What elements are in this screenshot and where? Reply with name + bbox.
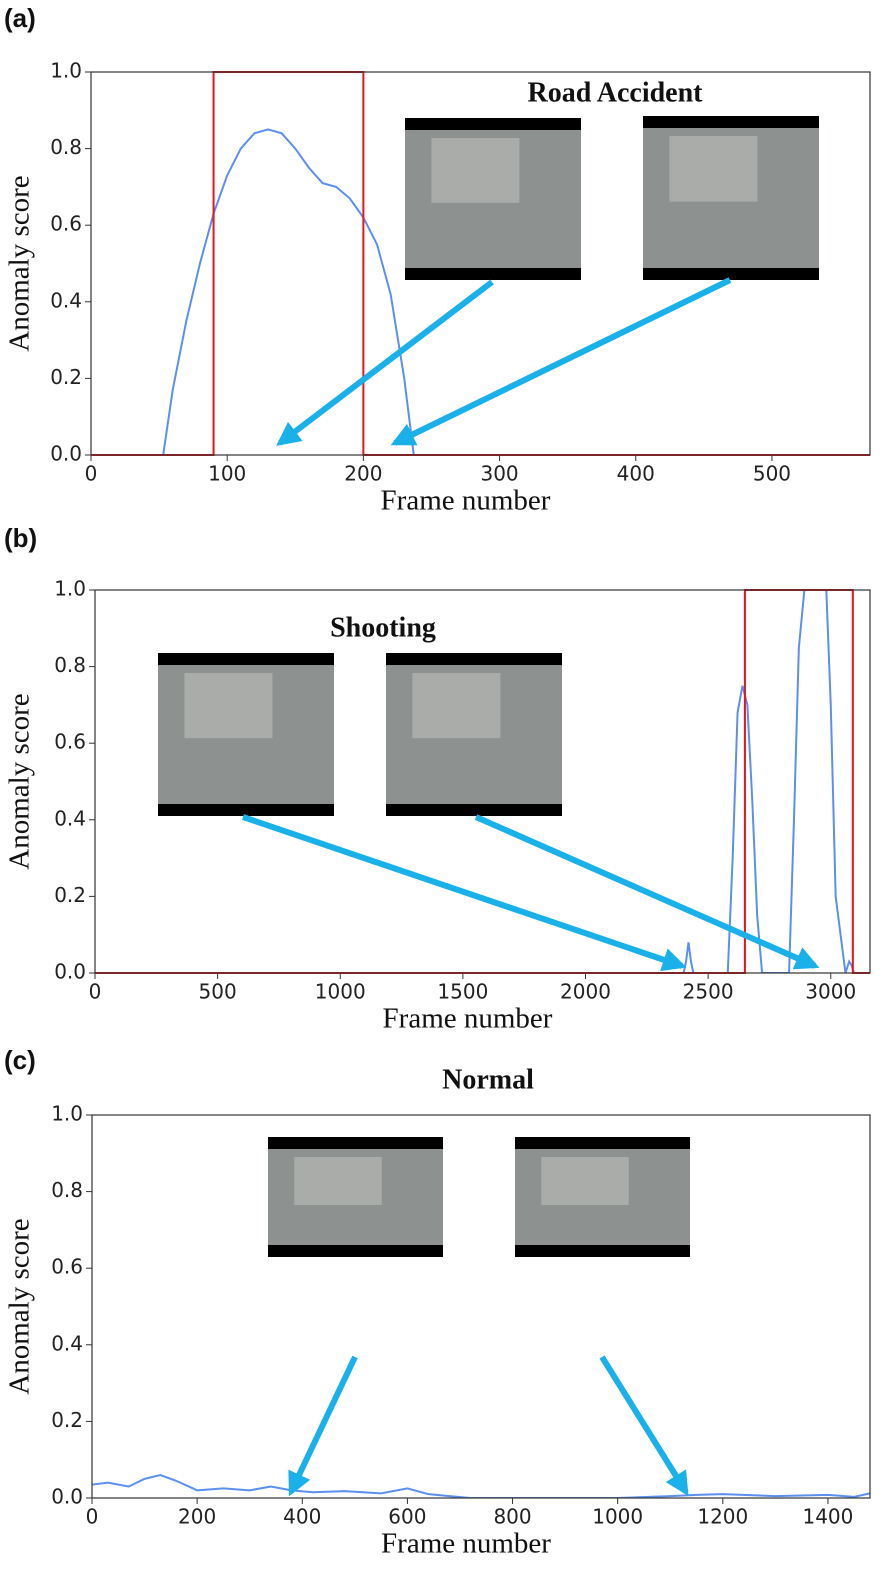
axes-frame	[90, 71, 871, 456]
inset-title: Road Accident	[528, 77, 704, 108]
panel-label: (a)	[4, 3, 36, 33]
video-frame-detail	[294, 1157, 382, 1205]
axes-frame	[91, 1114, 871, 1499]
x-tick-label: 500	[199, 980, 237, 1004]
y-tick-label: 0.4	[51, 1331, 83, 1355]
y-tick-label: 0.0	[50, 442, 82, 466]
axes-frame	[94, 589, 871, 974]
y-tick-label: 0.4	[54, 806, 86, 830]
x-tick-label: 400	[617, 462, 655, 486]
x-tick-label: 200	[178, 1505, 216, 1529]
x-tick-label: 1400	[802, 1505, 853, 1529]
arrow	[474, 814, 820, 970]
y-tick-label: 0.2	[54, 883, 86, 907]
arrow	[242, 814, 687, 972]
y-axis-label: Anomaly score	[4, 1218, 36, 1394]
score-line	[95, 590, 870, 973]
y-tick-label: 0.4	[50, 288, 82, 312]
y-tick-label: 0.8	[50, 135, 82, 159]
x-tick-label: 1200	[697, 1505, 748, 1529]
video-frame-detail	[669, 136, 758, 202]
arrow	[390, 277, 732, 446]
inset-title: Normal	[442, 1064, 534, 1095]
inset-title: Shooting	[330, 612, 436, 643]
panel: (b) 0.0 0.2 0.4 0.6 0.8 1.0 0 500 1000 1500 2000 250…	[4, 523, 871, 1035]
arrow	[276, 279, 494, 446]
score-line	[92, 1473, 870, 1498]
arrow	[599, 1355, 689, 1497]
x-tick-label: 0	[86, 1505, 99, 1529]
score-line	[162, 128, 415, 455]
x-tick-label: 400	[283, 1505, 321, 1529]
x-tick-label: 200	[344, 462, 382, 486]
video-frame-detail	[431, 138, 520, 203]
x-tick-label: 1000	[592, 1505, 643, 1529]
y-tick-label: 0.8	[51, 1178, 83, 1202]
x-tick-label: 1000	[315, 980, 366, 1004]
y-tick-label: 0.0	[54, 960, 86, 984]
x-tick-label: 500	[753, 462, 791, 486]
arrow	[288, 1355, 358, 1497]
x-tick-label: 600	[388, 1505, 426, 1529]
x-tick-label: 300	[480, 462, 518, 486]
x-tick-label: 100	[208, 462, 246, 486]
y-tick-label: 0.6	[54, 730, 86, 754]
y-tick-label: 0.6	[50, 212, 82, 236]
panel-label: (b)	[4, 523, 37, 553]
x-axis-label: Frame number	[381, 1528, 551, 1560]
x-axis-label: Frame number	[381, 485, 551, 517]
x-tick-label: 3000	[805, 980, 856, 1004]
x-axis-label: Frame number	[383, 1003, 553, 1035]
x-tick-label: 0	[85, 462, 98, 486]
video-frame-detail	[184, 673, 273, 739]
y-tick-label: 0.0	[51, 1485, 83, 1509]
x-tick-label: 800	[493, 1505, 531, 1529]
y-tick-label: 1.0	[54, 577, 86, 601]
y-axis-label: Anomaly score	[4, 175, 36, 351]
video-frame-detail	[541, 1157, 629, 1205]
panel: (a) 0.0 0.2 0.4 0.6 0.8 1.0 0 100 200 300 400 500 Fra…	[4, 3, 871, 517]
y-tick-label: 0.6	[51, 1255, 83, 1279]
panel: (c) 0.0 0.2 0.4 0.6 0.8 1.0 0 200 400 600 800 1000 12…	[4, 1045, 871, 1560]
x-tick-label: 0	[89, 980, 102, 1004]
panel-label: (c)	[4, 1045, 36, 1075]
y-tick-label: 1.0	[50, 59, 82, 83]
x-tick-label: 2000	[560, 980, 611, 1004]
y-axis-label: Anomaly score	[4, 693, 36, 869]
y-tick-label: 0.8	[54, 653, 86, 677]
y-tick-label: 0.2	[51, 1408, 83, 1432]
y-tick-label: 1.0	[51, 1102, 83, 1126]
x-tick-label: 1500	[437, 980, 488, 1004]
x-tick-label: 2500	[683, 980, 734, 1004]
video-frame-detail	[412, 673, 501, 739]
y-tick-label: 0.2	[50, 365, 82, 389]
